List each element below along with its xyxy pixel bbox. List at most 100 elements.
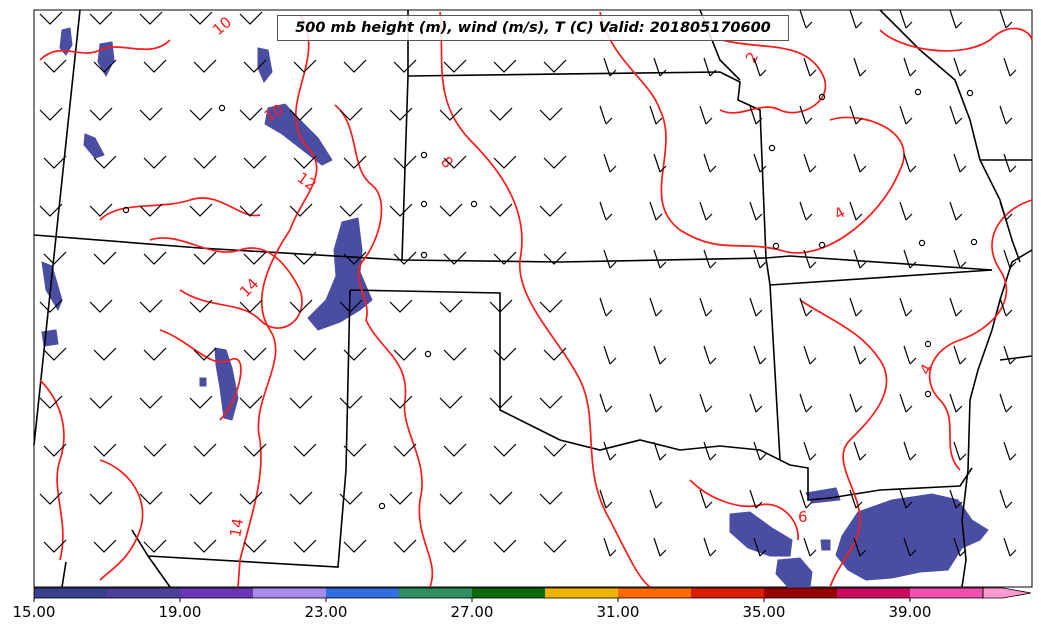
- calm-wind-circle: [818, 93, 826, 101]
- wind-barb: [89, 107, 113, 121]
- wind-barb: [653, 345, 667, 365]
- wind-barb: [753, 57, 767, 77]
- wind-barb: [239, 107, 263, 121]
- wind-barb: [393, 251, 417, 265]
- wind-barb: [753, 345, 767, 365]
- calm-wind-circle: [768, 144, 776, 152]
- colorbar-tick-label: 35.00: [742, 603, 786, 621]
- wind-barb: [443, 59, 467, 73]
- wind-barb: [293, 347, 317, 361]
- wind-barb: [443, 539, 467, 553]
- wind-barb: [799, 105, 813, 125]
- wind-barb: [803, 57, 817, 77]
- wind-barb: [393, 155, 417, 169]
- wind-barb: [293, 155, 317, 169]
- wind-barb: [543, 155, 567, 169]
- wind-barb: [443, 347, 467, 361]
- wind-barb: [703, 441, 717, 461]
- wind-barb: [489, 299, 513, 313]
- wind-barb: [953, 57, 967, 77]
- calm-wind-circle: [420, 151, 428, 159]
- wind-barb: [143, 539, 167, 553]
- wind-barb: [489, 395, 513, 409]
- wind-barb: [849, 393, 863, 413]
- wind-barb: [543, 59, 567, 73]
- wind-barb: [389, 491, 413, 505]
- wind-barb: [493, 59, 517, 73]
- wind-barb: [803, 345, 817, 365]
- wind-barb: [89, 11, 113, 25]
- wind-barb: [439, 107, 463, 121]
- wind-barb: [193, 155, 217, 169]
- wind-barb: [43, 251, 67, 265]
- wind-barb: [699, 393, 713, 413]
- calm-wind-circle: [970, 238, 978, 246]
- wind-barb: [799, 9, 813, 29]
- wind-barb: [339, 107, 363, 121]
- wind-barb: [389, 299, 413, 313]
- wind-barb: [799, 489, 813, 509]
- calm-wind-circle: [122, 206, 130, 214]
- wind-barb: [293, 251, 317, 265]
- wind-barb: [903, 537, 917, 557]
- wind-barb: [193, 251, 217, 265]
- wind-barb: [953, 345, 967, 365]
- wind-barb: [139, 395, 163, 409]
- wind-barb: [953, 537, 967, 557]
- calm-wind-circle: [424, 350, 432, 358]
- wind-barb: [803, 153, 817, 173]
- wind-barb: [803, 441, 817, 461]
- wind-barb: [343, 155, 367, 169]
- wind-barb: [853, 345, 867, 365]
- wind-barb: [1003, 345, 1017, 365]
- wind-barb: [493, 155, 517, 169]
- wind-barb: [189, 395, 213, 409]
- wind-barb: [799, 201, 813, 221]
- wind-barb: [899, 201, 913, 221]
- wind-barb: [143, 59, 167, 73]
- wind-barb: [239, 299, 263, 313]
- wind-barb: [493, 443, 517, 457]
- wind-barb: [193, 443, 217, 457]
- wind-barb: [703, 345, 717, 365]
- wind-barb: [39, 299, 63, 313]
- wind-barb: [853, 441, 867, 461]
- wind-barb: [339, 203, 363, 217]
- wind-barb: [749, 393, 763, 413]
- calm-wind-circle: [420, 200, 428, 208]
- wind-barb: [89, 395, 113, 409]
- wind-barb: [493, 347, 517, 361]
- wind-barb: [139, 11, 163, 25]
- wind-barb: [539, 395, 563, 409]
- wind-barb: [343, 59, 367, 73]
- wind-barb: [1003, 249, 1017, 269]
- wind-barb: [599, 393, 613, 413]
- calm-wind-circle: [218, 104, 226, 112]
- wind-barb: [43, 59, 67, 73]
- wind-barb: [39, 203, 63, 217]
- wind-barb: [289, 395, 313, 409]
- colorbar: [33, 587, 1032, 602]
- colorbar-tick-label: 27.00: [450, 603, 494, 621]
- wind-barb: [653, 537, 667, 557]
- wind-barb: [43, 539, 67, 553]
- wind-barb: [143, 443, 167, 457]
- wind-barb: [289, 299, 313, 313]
- wind-barb: [1003, 537, 1017, 557]
- wind-barb: [543, 443, 567, 457]
- wind-barb: [749, 201, 763, 221]
- map-title: 500 mb height (m), wind (m/s), T (C) Val…: [277, 15, 789, 41]
- wind-barb: [649, 201, 663, 221]
- colorbar-tick-label: 19.00: [158, 603, 202, 621]
- wind-barb: [1003, 57, 1017, 77]
- wind-barb: [853, 537, 867, 557]
- wind-barb: [899, 105, 913, 125]
- contour-label: 6: [798, 508, 808, 526]
- wind-barb: [139, 491, 163, 505]
- wind-barb: [493, 251, 517, 265]
- calm-wind-circle: [420, 251, 428, 259]
- wind-barb: [603, 249, 617, 269]
- wind-barb: [753, 441, 767, 461]
- wind-barb: [753, 153, 767, 173]
- calm-wind-circle: [924, 340, 932, 348]
